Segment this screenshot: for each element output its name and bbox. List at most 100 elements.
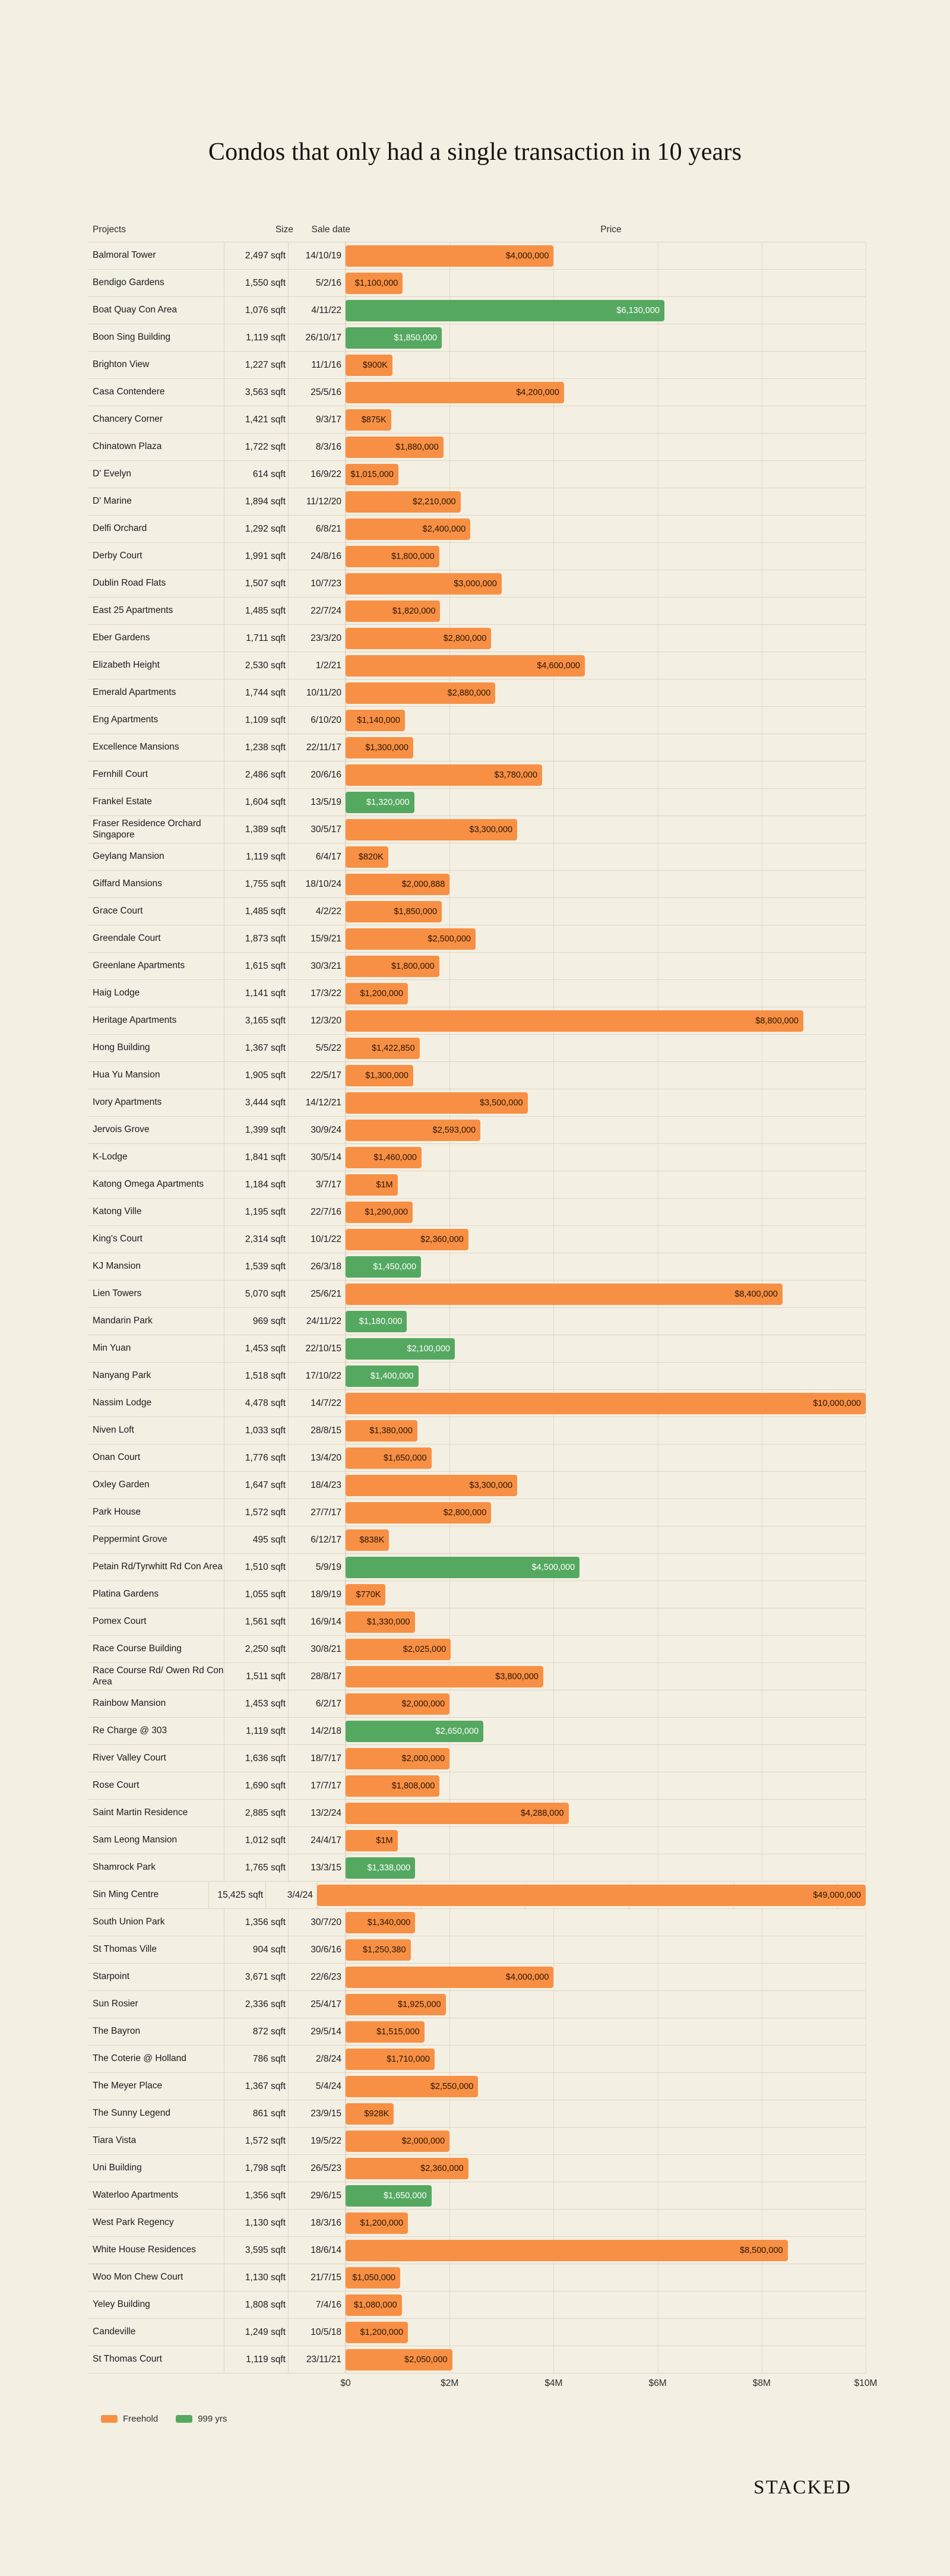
table-row: Haig Lodge 1,141 sqft 17/3/22 $1,200,000 bbox=[88, 980, 866, 1007]
price-label: $4,000,000 bbox=[505, 251, 549, 261]
price-label: $3,500,000 bbox=[480, 1098, 523, 1108]
table-row: Lien Towers 5,070 sqft 25/6/21 $8,400,000 bbox=[88, 1281, 866, 1308]
gridlines bbox=[346, 980, 866, 1007]
price-label: $1M bbox=[376, 1835, 393, 1845]
cell-price-bar: $2,050,000 bbox=[346, 2346, 866, 2373]
cell-size: 969 sqft bbox=[224, 1308, 289, 1335]
price-label: $2,593,000 bbox=[432, 1125, 476, 1135]
cell-project: Katong Ville bbox=[88, 1199, 224, 1225]
cell-sale-date: 26/10/17 bbox=[289, 324, 346, 351]
cell-project: Chancery Corner bbox=[88, 406, 224, 433]
brand-logo: STACKED bbox=[753, 2477, 851, 2498]
cell-price-bar: $1,340,000 bbox=[346, 1909, 866, 1936]
table-row: Katong Omega Apartments 1,184 sqft 3/7/17 $… bbox=[88, 1171, 866, 1199]
cell-size: 1,453 sqft bbox=[224, 1335, 289, 1362]
cell-sale-date: 13/2/24 bbox=[289, 1800, 346, 1826]
cell-size: 4,478 sqft bbox=[224, 1390, 289, 1417]
price-bar: $838K bbox=[346, 1529, 390, 1551]
cell-sale-date: 22/5/17 bbox=[289, 1062, 346, 1089]
cell-size: 1,012 sqft bbox=[224, 1827, 289, 1854]
table-row: Hong Building 1,367 sqft 5/5/22 $1,422,850 bbox=[88, 1035, 866, 1062]
table-row: Brighton View 1,227 sqft 11/1/16 $900K bbox=[88, 352, 866, 379]
gridlines bbox=[346, 1581, 866, 1608]
cell-sale-date: 1/2/21 bbox=[289, 652, 346, 679]
table-row: K-Lodge 1,841 sqft 30/5/14 $1,460,000 bbox=[88, 1144, 866, 1171]
table-row: Giffard Mansions 1,755 sqft 18/10/24 $2,000… bbox=[88, 871, 866, 898]
cell-project: Race Course Rd/ Owen Rd Con Area bbox=[88, 1663, 224, 1690]
price-label: $8,400,000 bbox=[734, 1289, 778, 1299]
cell-price-bar: $3,000,000 bbox=[346, 570, 866, 597]
cell-price-bar: $1,650,000 bbox=[346, 2182, 866, 2209]
cell-size: 1,572 sqft bbox=[224, 1499, 289, 1526]
table-row: River Valley Court 1,636 sqft 18/7/17 $2,00… bbox=[88, 1745, 866, 1772]
cell-price-bar: $1M bbox=[346, 1171, 866, 1198]
cell-size: 1,184 sqft bbox=[224, 1171, 289, 1198]
cell-project: Sun Rosier bbox=[88, 1991, 224, 2018]
price-bar: $2,100,000 bbox=[346, 1338, 455, 1360]
cell-sale-date: 14/12/21 bbox=[289, 1089, 346, 1116]
cell-price-bar: $1,460,000 bbox=[346, 1144, 866, 1171]
cell-project: Fernhill Court bbox=[88, 761, 224, 788]
gridlines bbox=[346, 734, 866, 761]
cell-project: Race Course Building bbox=[88, 1636, 224, 1662]
cell-sale-date: 18/10/24 bbox=[289, 871, 346, 897]
cell-sale-date: 24/11/22 bbox=[289, 1308, 346, 1335]
price-label: $3,800,000 bbox=[495, 1671, 539, 1681]
cell-price-bar: $2,500,000 bbox=[346, 925, 866, 952]
cell-sale-date: 30/6/16 bbox=[289, 1936, 346, 1963]
cell-project: Niven Loft bbox=[88, 1417, 224, 1444]
cell-sale-date: 23/3/20 bbox=[289, 625, 346, 652]
x-axis-tick: $0 bbox=[340, 2378, 351, 2388]
price-label: $838K bbox=[359, 1535, 385, 1545]
cell-price-bar: $6,130,000 bbox=[346, 297, 866, 324]
legend: Freehold 999 yrs bbox=[101, 2414, 227, 2424]
price-label: $6,130,000 bbox=[616, 305, 660, 315]
cell-sale-date: 4/11/22 bbox=[289, 297, 346, 324]
cell-sale-date: 13/3/15 bbox=[289, 1854, 346, 1881]
cell-project: Delfi Orchard bbox=[88, 516, 224, 542]
cell-project: Onan Court bbox=[88, 1445, 224, 1471]
cell-price-bar: $1,450,000 bbox=[346, 1253, 866, 1280]
cell-project: Lien Towers bbox=[88, 1281, 224, 1307]
cell-size: 1,873 sqft bbox=[224, 925, 289, 952]
price-label: $8,500,000 bbox=[740, 2245, 783, 2255]
cell-size: 1,841 sqft bbox=[224, 1144, 289, 1171]
gridlines bbox=[346, 2210, 866, 2236]
cell-price-bar: $8,800,000 bbox=[346, 1007, 866, 1034]
price-label: $2,000,000 bbox=[401, 1753, 445, 1763]
cell-sale-date: 30/9/24 bbox=[289, 1117, 346, 1143]
cell-size: 614 sqft bbox=[224, 461, 289, 488]
cell-price-bar: $1,140,000 bbox=[346, 707, 866, 734]
price-label: $2,400,000 bbox=[422, 524, 466, 534]
price-bar: $4,288,000 bbox=[346, 1802, 569, 1824]
price-label: $1,880,000 bbox=[395, 442, 439, 452]
cell-project: Brighton View bbox=[88, 352, 224, 378]
cell-price-bar: $8,400,000 bbox=[346, 1281, 866, 1307]
cell-price-bar: $1,290,000 bbox=[346, 1199, 866, 1225]
cell-size: 3,444 sqft bbox=[224, 1089, 289, 1116]
price-label: $1,925,000 bbox=[398, 1999, 441, 2009]
cell-project: The Bayron bbox=[88, 2018, 224, 2045]
gridlines bbox=[346, 1526, 866, 1553]
price-label: $1,422,850 bbox=[372, 1043, 415, 1053]
table-row: The Coterie @ Holland 786 sqft 2/8/24 $1,71… bbox=[88, 2046, 866, 2073]
cell-project: Rainbow Mansion bbox=[88, 1690, 224, 1717]
price-bar: $1,290,000 bbox=[346, 1201, 413, 1223]
price-label: $2,000,000 bbox=[401, 1699, 445, 1709]
price-bar: $1,800,000 bbox=[346, 545, 439, 567]
table-row: Shamrock Park 1,765 sqft 13/3/15 $1,338,000 bbox=[88, 1854, 866, 1882]
cell-size: 1,195 sqft bbox=[224, 1199, 289, 1225]
gridlines bbox=[346, 1308, 866, 1335]
cell-sale-date: 18/9/19 bbox=[289, 1581, 346, 1608]
cell-size: 1,033 sqft bbox=[224, 1417, 289, 1444]
cell-price-bar: $928K bbox=[346, 2100, 866, 2127]
price-bar: $2,550,000 bbox=[346, 2075, 479, 2097]
price-label: $1,100,000 bbox=[354, 278, 398, 288]
cell-project: Oxley Garden bbox=[88, 1472, 224, 1499]
cell-sale-date: 26/5/23 bbox=[289, 2155, 346, 2182]
cell-size: 1,507 sqft bbox=[224, 570, 289, 597]
gridlines bbox=[346, 1608, 866, 1635]
cell-sale-date: 30/5/17 bbox=[289, 816, 346, 843]
price-label: $1,200,000 bbox=[360, 2327, 404, 2337]
cell-size: 1,550 sqft bbox=[224, 270, 289, 296]
